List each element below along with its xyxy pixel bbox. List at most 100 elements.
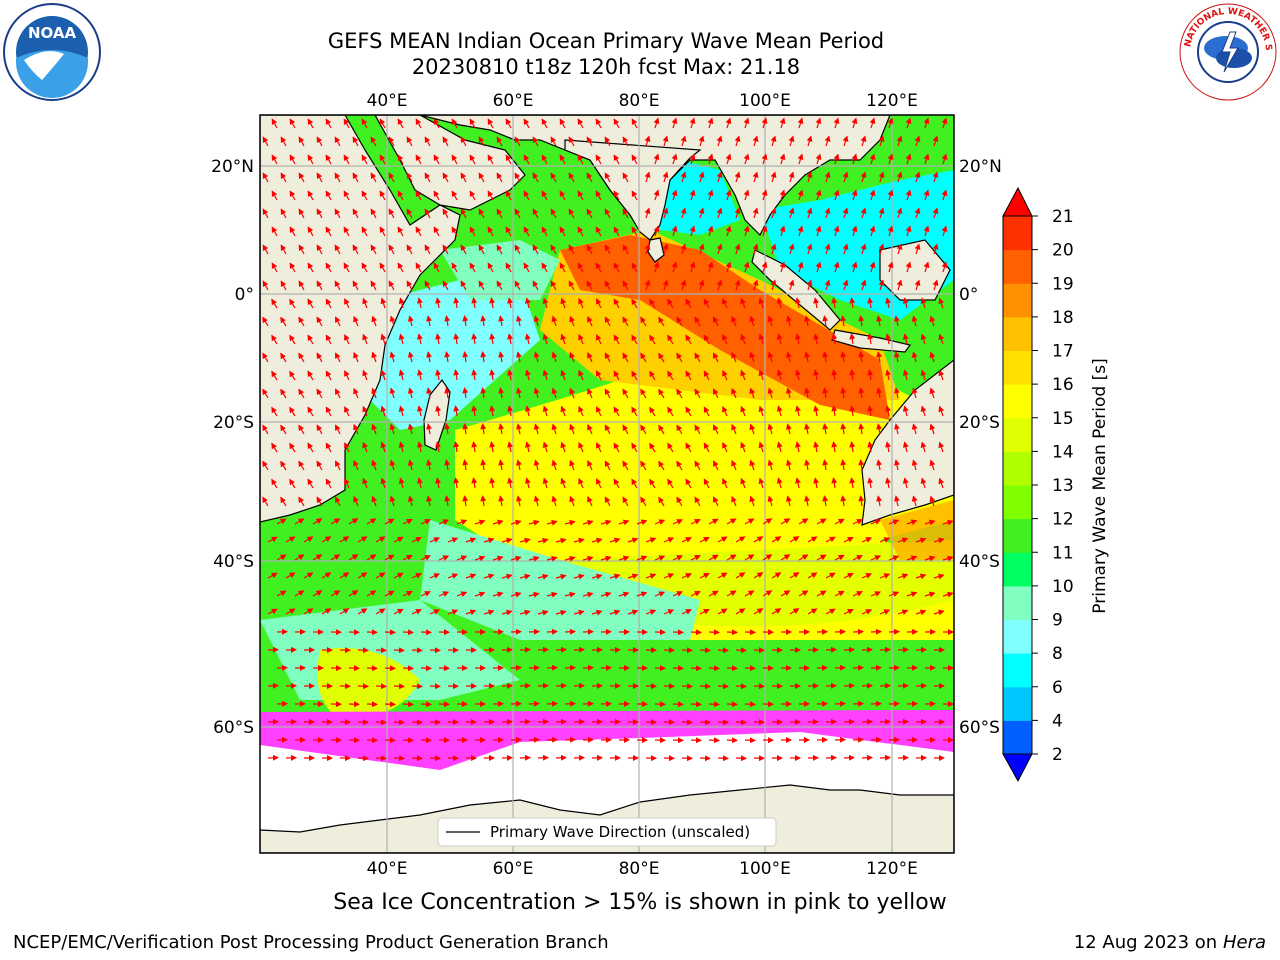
wave-arrow — [551, 423, 558, 435]
wave-arrow — [804, 351, 810, 363]
colorbar-tick-label: 12 — [1052, 510, 1074, 530]
wave-arrow — [807, 536, 818, 543]
wave-arrow — [595, 190, 602, 201]
wave-arrow — [366, 518, 377, 525]
wave-arrow — [478, 136, 485, 147]
wave-arrow — [758, 477, 765, 489]
wave-arrow — [528, 700, 540, 707]
land-africa — [260, 115, 461, 523]
wave-arrow — [546, 519, 558, 526]
wave-arrow — [804, 315, 810, 327]
wave-arrow — [361, 118, 368, 129]
wave-arrow — [316, 496, 323, 507]
wave-arrow — [938, 477, 945, 489]
wave-arrow — [289, 262, 296, 273]
wave-arrow — [516, 315, 522, 327]
wave-arrow — [426, 315, 432, 327]
wave-arrow — [550, 208, 557, 219]
wave-arrow — [451, 226, 458, 237]
wave-arrow — [879, 718, 891, 725]
wave-arrow — [867, 369, 874, 381]
wave-arrow — [833, 153, 840, 165]
wave-arrow — [833, 261, 840, 273]
wave-arrow — [785, 459, 792, 471]
wave-arrow — [480, 387, 487, 399]
colorbar-tick-label: 18 — [1052, 308, 1074, 328]
wave-arrow — [703, 406, 710, 417]
wave-arrow — [325, 118, 332, 129]
wave-arrow — [560, 333, 567, 345]
wave-arrow — [815, 189, 822, 201]
wave-arrow — [559, 262, 566, 273]
wave-arrow — [887, 189, 894, 201]
wave-arrow — [294, 518, 305, 525]
wave-arrow — [685, 298, 692, 309]
wave-arrow — [344, 370, 350, 381]
wave-arrow — [649, 334, 656, 345]
wave-arrow — [537, 646, 549, 653]
wave-arrow — [849, 477, 856, 489]
wave-arrow — [694, 316, 701, 327]
wave-arrow — [902, 405, 909, 417]
wave-arrow — [595, 154, 602, 165]
wave-arrow — [587, 495, 593, 507]
wave-arrow — [785, 315, 792, 327]
colorbar-segment — [1003, 552, 1032, 587]
wave-arrow — [776, 369, 783, 381]
wave-arrow — [362, 297, 368, 309]
wave-arrow — [276, 518, 287, 525]
wave-arrow — [417, 297, 423, 309]
wave-arrow — [694, 424, 701, 435]
wave-arrow — [932, 243, 939, 255]
wave-arrow — [905, 189, 912, 201]
wave-arrow — [671, 189, 678, 201]
wave-arrow — [424, 172, 431, 183]
wave-arrow — [559, 118, 566, 129]
wave-arrow — [262, 280, 269, 291]
wave-arrow — [406, 208, 413, 219]
wave-arrow — [758, 441, 765, 453]
lat-labels-left: 20°N 0° 20°S 40°S 60°S — [211, 157, 254, 738]
wave-arrow — [353, 351, 359, 363]
wave-arrow — [348, 554, 359, 561]
wave-arrow — [370, 280, 377, 291]
wave-arrow — [393, 536, 404, 543]
wave-arrow — [613, 154, 620, 165]
wave-arrow — [489, 333, 496, 345]
wave-arrow — [307, 190, 314, 201]
wave-arrow — [923, 153, 930, 165]
wave-arrow — [411, 719, 423, 726]
wave-arrow — [362, 441, 368, 453]
wave-arrow — [662, 171, 669, 183]
colorbar-segment — [1003, 417, 1032, 452]
wave-arrow — [920, 369, 927, 381]
wave-arrow — [831, 369, 838, 381]
wave-arrow — [433, 118, 440, 129]
wave-arrow — [384, 701, 396, 708]
wave-arrow — [564, 736, 576, 743]
wave-arrow — [489, 297, 496, 309]
wave-arrow — [680, 171, 687, 183]
wave-arrow — [524, 333, 531, 345]
wave-arrow — [878, 243, 885, 255]
wave-arrow — [849, 405, 856, 417]
wave-arrow — [840, 351, 847, 363]
wave-arrow — [888, 519, 900, 525]
wave-arrow — [361, 262, 368, 273]
wave-arrow — [487, 226, 494, 237]
colorbar-over-triangle — [1002, 186, 1033, 217]
wave-arrow — [334, 496, 341, 507]
wave-arrow — [559, 154, 566, 165]
wave-arrow — [462, 459, 469, 471]
wave-arrow — [542, 297, 549, 309]
wave-arrow — [645, 537, 657, 544]
wave-arrow — [680, 279, 687, 291]
wave-arrow — [433, 226, 440, 237]
wave-arrow — [698, 279, 705, 291]
wave-arrow — [388, 172, 395, 183]
wave-arrow — [654, 519, 666, 525]
wave-arrow — [325, 226, 332, 237]
wave-arrow — [604, 136, 611, 147]
wave-arrow — [689, 153, 696, 165]
wave-arrow — [717, 647, 729, 654]
